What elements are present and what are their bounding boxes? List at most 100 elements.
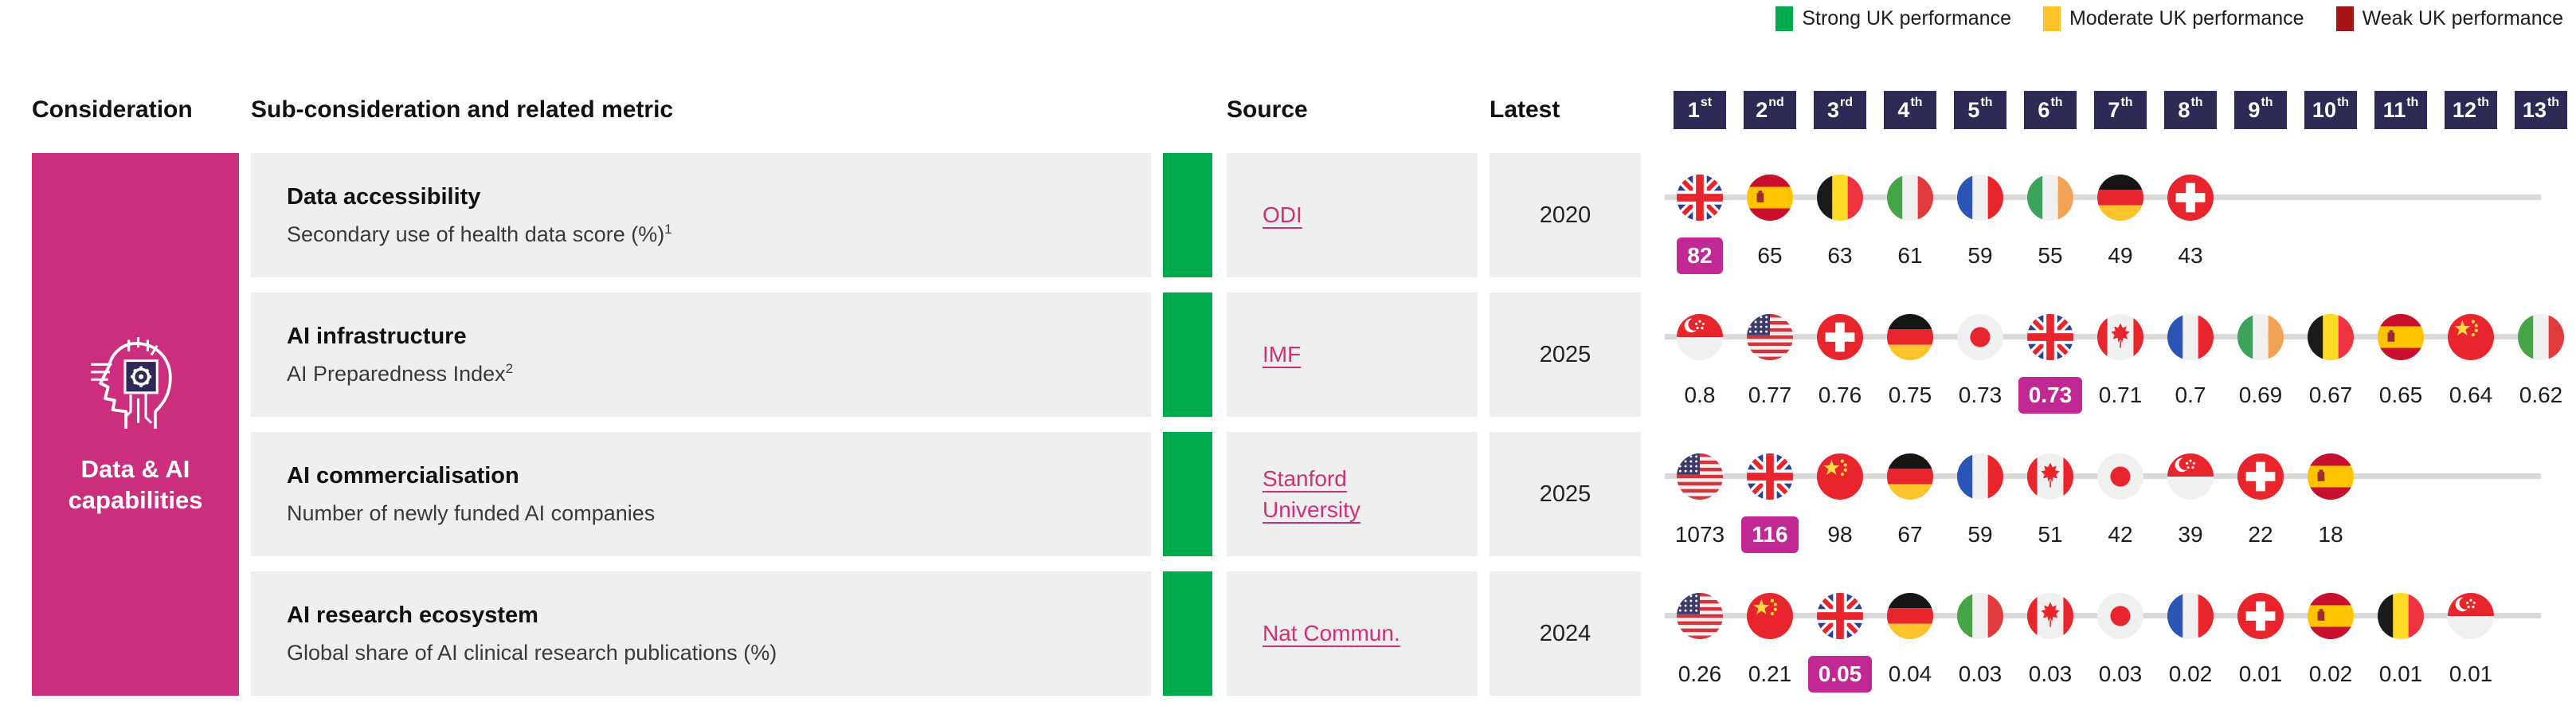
value-slot: 22 [2226,513,2296,556]
value-slot: 0.64 [2436,374,2506,417]
source-link[interactable]: Stanford University [1263,465,1360,522]
flag-japan-icon [1957,314,2003,360]
value-slot: 0.01 [2436,653,2506,696]
legend-label: Weak UK performance [2362,7,2563,29]
metric-cell: Data accessibility Secondary use of healt… [251,153,1151,277]
value-label: 67 [1897,522,1923,547]
value-badge-uk: 0.05 [1807,656,1873,693]
flag-slot [1945,432,2015,521]
flag-row [1665,292,2576,382]
flag-slot [2015,571,2085,661]
value-badge-uk: 0.73 [2018,377,2083,414]
value-badge-uk: 82 [1677,237,1723,274]
value-slot: 0.01 [2366,653,2436,696]
value-label: 39 [2178,522,2203,547]
value-slot: 0.71 [2085,374,2155,417]
flag-germany-icon [2097,175,2143,221]
value-label: 0.75 [1888,383,1932,407]
source-link[interactable]: IMF [1263,342,1302,367]
performance-indicator [1163,571,1212,696]
rank-number: 1 [1687,97,1700,122]
value-label: 42 [2108,522,2133,547]
flag-uk-icon [1677,175,1723,221]
flag-japan-icon [2097,453,2143,500]
rank-suffix: th [2050,96,2063,109]
source-cell: IMF [1227,292,1478,417]
header-latest: Latest [1490,96,1560,123]
value-label: 0.02 [2308,661,2353,686]
flag-uk-icon [1747,453,1793,500]
flag-spain-icon [2308,593,2354,639]
legend-color-chip [2335,6,2354,31]
consideration-block: Data & AI capabilities [32,153,239,696]
flag-slot [1945,292,2015,382]
metric-subtitle: Number of newly funded AI companies [287,500,1151,526]
flag-slot [2366,153,2436,242]
value-label: 0.02 [2168,661,2213,686]
flag-slot [2506,571,2576,661]
value-slot: 42 [2085,513,2155,556]
value-label: 22 [2248,522,2273,547]
value-slot: 0.73 [2015,374,2085,417]
flag-slot [1805,292,1875,382]
rank-number: 12 [2452,97,2476,122]
value-slot: 0.73 [1945,374,2015,417]
header-consideration: Consideration [32,96,193,123]
flag-uk-icon [2027,314,2073,360]
rank-suffix: th [2190,96,2203,109]
metric-subtitle: AI Preparedness Index2 [287,361,1151,387]
value-slot [2506,234,2576,277]
flag-slot [2015,153,2085,242]
rank-number: 7 [2108,97,2120,122]
value-slot: 116 [1735,513,1805,556]
latest-value: 2024 [1539,620,1591,646]
flag-spain-icon [2308,453,2354,500]
flag-slot [2296,432,2366,521]
flag-slot [1875,571,1945,661]
value-slot: 0.77 [1735,374,1805,417]
value-slot [2506,513,2576,556]
source-link[interactable]: Nat Commun. [1263,621,1400,646]
value-label: 0.69 [2238,383,2283,407]
legend-item: Weak UK performance [2335,6,2563,31]
source-link[interactable]: ODI [1263,202,1302,228]
value-label: 98 [1827,522,1853,547]
rank-suffix: th [1910,96,1923,109]
metric-text: Global share of AI clinical research pub… [287,640,777,665]
source-cell: ODI [1227,153,1478,277]
metric-cell: AI research ecosystem Global share of AI … [251,571,1151,696]
flag-italy-icon [2518,314,2564,360]
consideration-label: Data & AI capabilities [68,455,203,514]
value-label: 0.8 [1684,383,1716,407]
flag-france-icon [1957,175,2003,221]
value-slot: 0.03 [2015,653,2085,696]
value-label: 59 [1967,522,1993,547]
flag-spain-icon [2378,314,2424,360]
value-label: 0.73 [1958,383,2002,407]
flag-slot [1875,153,1945,242]
value-row: 0.26 0.21 0.05 0.04 0.03 0.03 0.03 0.02 0.01 0.02… [1665,653,2576,696]
rank-number: 11 [2382,97,2406,122]
flag-slot [2366,571,2436,661]
flag-germany-icon [1887,314,1933,360]
value-slot: 67 [1875,513,1945,556]
metric-title: Data accessibility [287,183,481,210]
flag-slot [1735,571,1805,661]
flag-ireland-icon [2237,314,2284,360]
value-slot: 0.21 [1735,653,1805,696]
value-slot: 82 [1665,234,1735,277]
flag-slot [2506,153,2576,242]
flag-slot [2155,571,2226,661]
value-slot: 0.75 [1875,374,1945,417]
flag-slot [2155,153,2226,242]
rank-number: 4 [1897,97,1910,122]
metric-footnote: 2 [505,360,514,376]
legend-item: Strong UK performance [1775,6,2011,31]
